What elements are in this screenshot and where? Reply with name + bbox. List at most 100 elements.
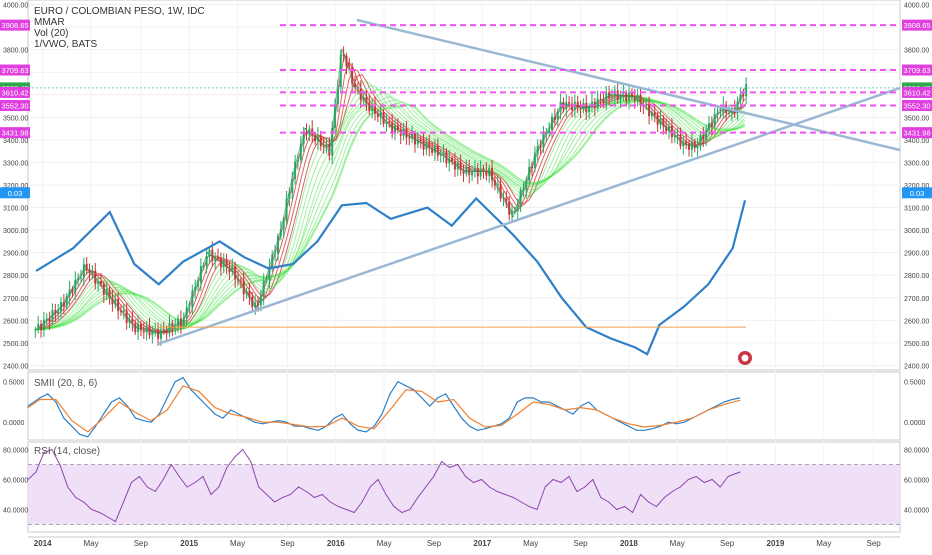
candle-body [670, 125, 673, 137]
candle-body [308, 128, 311, 135]
rsi-point [99, 512, 101, 513]
rsi-point [377, 479, 379, 480]
rsi-point [51, 449, 53, 450]
rsi-point [536, 509, 538, 510]
legend-vol: Vol (20) [34, 28, 69, 39]
vwo-point [72, 247, 74, 249]
candle-body [579, 108, 582, 110]
level-badge [902, 86, 932, 98]
smi-signal-point [707, 409, 709, 411]
candle-body [625, 93, 628, 102]
candle-body [371, 104, 374, 111]
level-badge-label: 3552.30 [1, 102, 28, 111]
rsi-point [433, 476, 435, 477]
smi-point [357, 429, 359, 431]
smi-signal-point [357, 425, 359, 427]
candle-body [279, 229, 282, 237]
smi-point [540, 401, 542, 403]
smi-point [27, 405, 29, 407]
candle-body [362, 96, 365, 101]
smi-signal-point [230, 413, 232, 415]
price-point [487, 170, 490, 173]
smi-point [278, 420, 280, 422]
smi-signal-point [39, 399, 41, 401]
candle-body [57, 311, 60, 314]
level-badge [902, 64, 932, 76]
smi-signal-point [182, 385, 184, 387]
candle-body [348, 66, 351, 68]
rsi-point [226, 467, 228, 468]
smi-point [516, 401, 518, 403]
y-tick-left: 3400.00 [3, 138, 28, 145]
candle-body [439, 154, 442, 156]
candle-body [742, 94, 745, 97]
vwo-badge-label: 0.03 [8, 189, 23, 198]
smi-signal-point [532, 401, 534, 403]
rsi-point [282, 497, 284, 498]
level-badge [0, 127, 30, 139]
x-tick-label: Sep [573, 539, 588, 548]
smi-point [556, 405, 558, 407]
smi-point [437, 397, 439, 399]
rsi-point [441, 461, 443, 462]
rsi-point [385, 494, 387, 495]
smi-signal-point [103, 417, 105, 419]
price-point [292, 172, 294, 175]
ma-line [36, 74, 745, 333]
smi-point [405, 385, 407, 387]
smi-signal-point [516, 413, 518, 415]
level-badge [0, 64, 30, 76]
candle-body [382, 112, 385, 124]
candle-body [596, 98, 599, 109]
candle-body [536, 145, 539, 154]
candle-body [482, 168, 485, 171]
candle-body [451, 158, 454, 161]
candle-body [325, 144, 328, 147]
candle-body [388, 121, 391, 123]
price-point [536, 148, 539, 150]
rsi-point [91, 509, 93, 510]
candle-body [588, 106, 591, 113]
smi-tick-right: 0.0000 [904, 420, 926, 427]
candle-body [488, 168, 491, 176]
level-badge-label: 3709.63 [903, 66, 930, 75]
candle-body [636, 94, 639, 101]
rsi-point [608, 501, 610, 503]
smi-signal-point [262, 421, 264, 423]
candle-body [40, 324, 43, 331]
smi-point [63, 417, 65, 419]
smi-point [111, 401, 113, 403]
smi-point [644, 429, 646, 431]
y-tick-right: 2700.00 [904, 296, 929, 303]
rsi-point [369, 486, 371, 488]
candle-body [590, 101, 593, 107]
rsi-point [648, 501, 650, 503]
candle-body [74, 279, 77, 293]
y-tick-right: 3800.00 [904, 48, 929, 55]
candle-body [305, 131, 308, 135]
level-badge [0, 100, 30, 112]
rsi-tick-left: 60.0000 [3, 478, 28, 485]
rsi-point [122, 501, 124, 503]
candle-body [125, 310, 128, 323]
candle-body [525, 180, 528, 190]
candle-body [491, 168, 494, 181]
smi-point [118, 397, 120, 399]
candle-body [276, 236, 279, 254]
candle-body [151, 331, 154, 336]
y-tick-left: 3200.00 [3, 183, 28, 190]
smi-signal-point [691, 417, 693, 419]
smi-signal-point [453, 399, 455, 401]
candle-body [639, 94, 642, 106]
y-tick-left: 4000.00 [3, 3, 28, 10]
smi-point [198, 397, 200, 399]
candle-body [719, 112, 722, 114]
smi-point [739, 397, 741, 399]
rsi-point [27, 479, 29, 480]
smi-point [580, 405, 582, 407]
smi-point [33, 401, 35, 403]
smi-point [254, 421, 256, 423]
rsi-point [735, 473, 737, 474]
